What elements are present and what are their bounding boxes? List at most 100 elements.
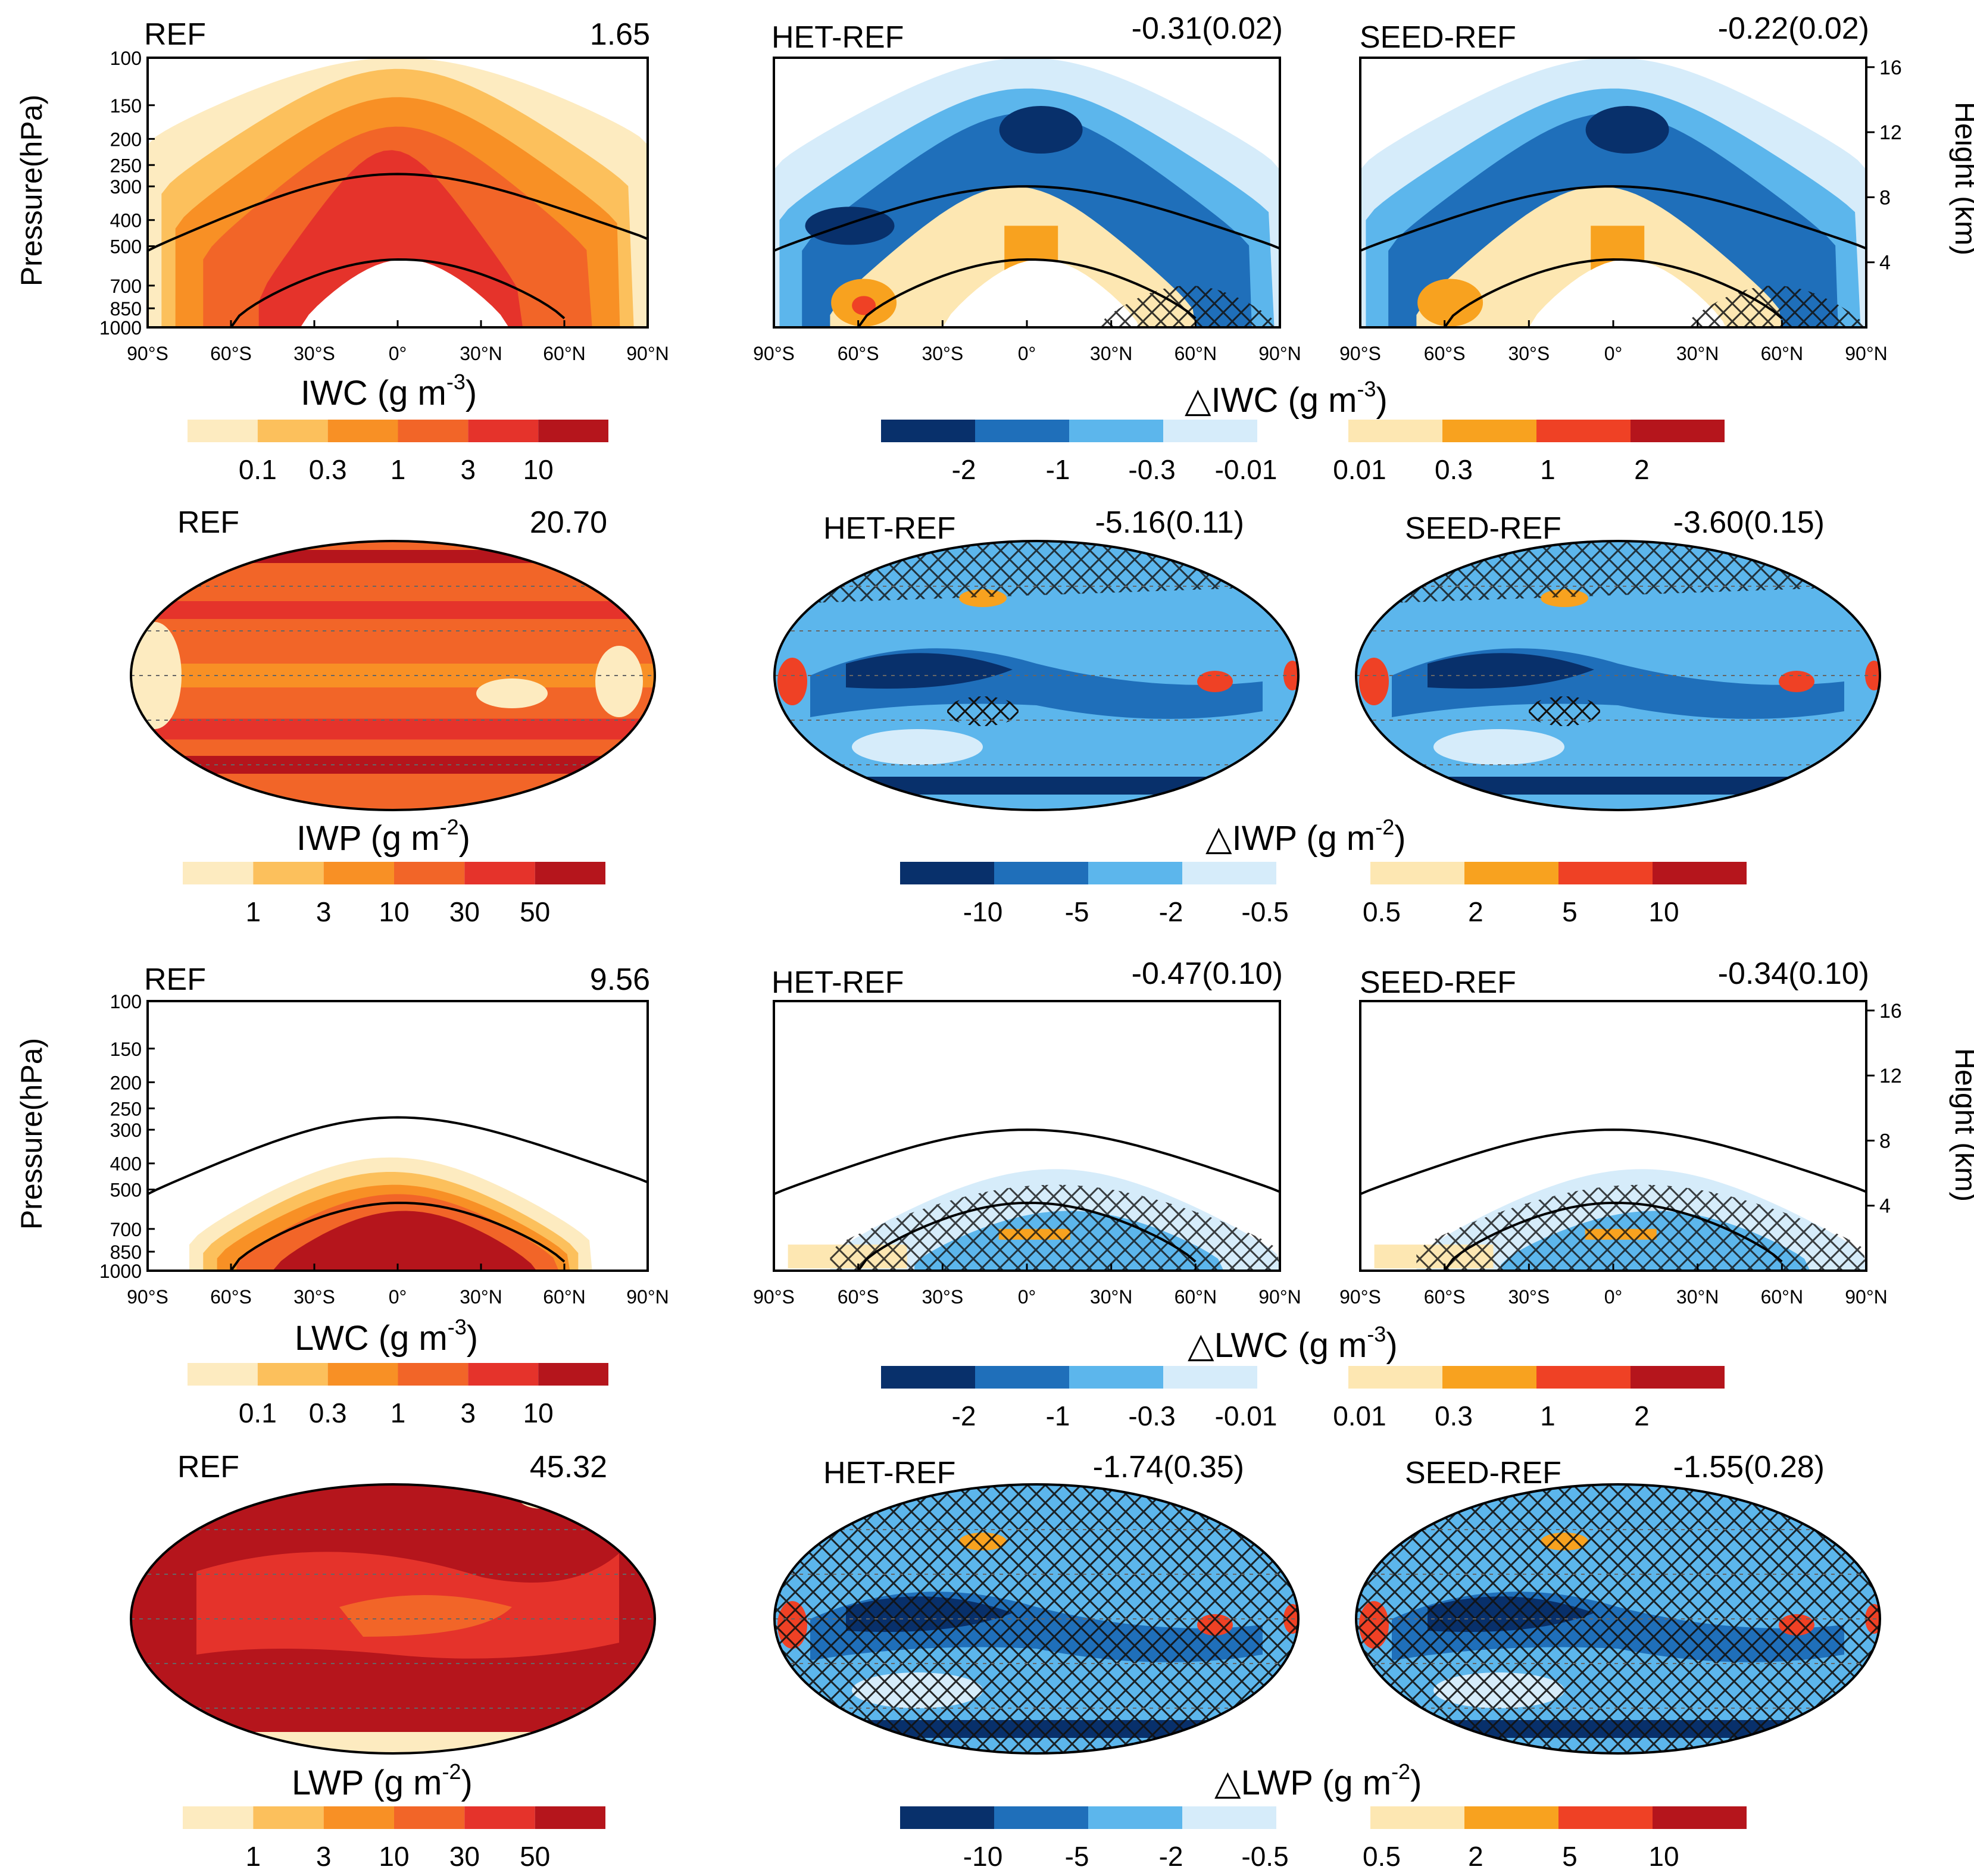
seed-lwp-map-clip xyxy=(1356,1484,1880,1753)
ref-iwc-p-tick-label: 1000 xyxy=(99,317,142,339)
dlwc-neg-colorbar: -2 -1 -0.3 -0.01 xyxy=(881,1366,1277,1431)
dlwc-neg-colorbar-tick: -0.3 xyxy=(1128,1400,1175,1431)
r4-het-value: -1.74(0.35) xyxy=(1093,1450,1244,1484)
diwp-neg-colorbar: -10 -5 -2 -0.5 xyxy=(900,862,1289,927)
seed-iwc-h-tick-label: 4 xyxy=(1879,252,1891,274)
het-iwp-map-hatch-mid xyxy=(947,696,1019,726)
het-iwc-lat-tick-label: 30°N xyxy=(1090,343,1133,364)
seed-iwc-h-tick-label: 16 xyxy=(1879,57,1902,79)
dlwc-pos-colorbar-tick: 0.01 xyxy=(1333,1400,1386,1431)
diwp-pos-colorbar-swatch xyxy=(1464,862,1558,884)
ref-iwc-p-tick-label: 150 xyxy=(110,95,142,117)
het-iwp-map-clip xyxy=(774,541,1298,810)
ref-iwp-map-blob-2 xyxy=(476,679,548,708)
r2-het-value: -5.16(0.11) xyxy=(1095,505,1244,540)
iwp-colorbar-tick: 1 xyxy=(246,896,261,927)
seed-iwp-map-core xyxy=(1428,653,1594,689)
r1-het-value: -0.31(0.02) xyxy=(1132,11,1283,46)
r3-het-value: -0.47(0.10) xyxy=(1132,956,1283,991)
r2-ref-title: REF xyxy=(177,505,239,540)
iwc-colorbar-tick: 0.1 xyxy=(239,454,277,485)
seed-lwc-lat-tick-label: 30°N xyxy=(1676,1286,1719,1308)
seed-lwc-h-tick-label: 8 xyxy=(1879,1130,1891,1152)
seed-lwc-panel-hatch xyxy=(1416,1184,1866,1271)
lwc-colorbar-tick: 0.3 xyxy=(309,1397,347,1428)
ref-iwc-p-tick-label: 300 xyxy=(110,176,142,198)
diwp-pos-colorbar-tick: 2 xyxy=(1468,896,1483,927)
lwp-colorbar-tick: 3 xyxy=(316,1841,332,1872)
r3-ref-title: REF xyxy=(144,962,206,997)
dlwc-neg-colorbar-tick: -0.01 xyxy=(1215,1400,1278,1431)
het-lwc-lat-tick-label: 30°N xyxy=(1090,1286,1133,1308)
lwp-colorbar-swatch xyxy=(253,1806,324,1829)
r1-seed-title: SEED-REF xyxy=(1360,20,1516,55)
r1-seed-value: -0.22(0.02) xyxy=(1718,11,1869,46)
het-iwc-axes: 90°S 60°S 30°S 0° 30°N 60°N 90°N xyxy=(753,57,1301,364)
dlwp-neg-colorbar-tick: -5 xyxy=(1065,1841,1089,1872)
het-iwc-panel-tropopause xyxy=(773,185,1280,252)
r1-het-title: HET-REF xyxy=(772,20,904,55)
iwp-label: IWP (g m-2) xyxy=(296,815,470,858)
lwc-colorbar-swatch xyxy=(327,1363,398,1386)
seed-iwc-h-tick-label: 12 xyxy=(1879,121,1902,144)
het-lwc-panel-hatch xyxy=(830,1184,1280,1271)
lwp-colorbar-tick: 50 xyxy=(520,1841,550,1872)
diwc-neg-colorbar: -2 -1 -0.3 -0.01 xyxy=(881,420,1277,485)
iwc-colorbar-swatch xyxy=(468,420,539,442)
dlwp-pos-colorbar-swatch xyxy=(1464,1806,1558,1829)
het-lwp-map-clip xyxy=(774,1484,1298,1753)
het-iwc-lat-tick-label: 30°S xyxy=(922,343,963,364)
seed-lwp-map xyxy=(1355,1483,1881,1755)
dlwp-pos-colorbar-swatch xyxy=(1558,1806,1653,1829)
dlwp-pos-colorbar: 0.5 2 5 10 xyxy=(1363,1806,1747,1872)
height-axis-title-r3: Height (km) xyxy=(1949,1048,1974,1202)
ref-iwp-map-band-1 xyxy=(131,601,655,619)
seed-iwp-map-pos-2 xyxy=(1779,671,1814,692)
dlwc-pos-colorbar-tick: 0.3 xyxy=(1435,1400,1473,1431)
lwp-colorbar-swatch xyxy=(323,1806,394,1829)
diwc-neg-colorbar-swatch xyxy=(1069,420,1163,442)
diwp-pos-colorbar-swatch xyxy=(1370,862,1464,884)
iwc-colorbar-tick: 10 xyxy=(523,454,554,485)
ref-lwc-p-tick-label: 400 xyxy=(110,1153,142,1175)
iwc-colorbar-swatch xyxy=(398,420,468,442)
diwp-neg-colorbar-swatch xyxy=(1182,862,1276,884)
het-iwc-lat-tick-label: 60°N xyxy=(1175,343,1217,364)
seed-iwp-map xyxy=(1355,540,1881,811)
ref-iwc-lat-tick-label: 0° xyxy=(389,343,407,364)
iwc-colorbar: 0.1 0.3 1 3 10 xyxy=(188,420,608,485)
lwp-colorbar: 1 3 10 30 50 xyxy=(183,1806,605,1872)
iwp-colorbar: 1 3 10 30 50 xyxy=(183,862,605,927)
r4-het-title: HET-REF xyxy=(823,1456,955,1490)
ref-lwc-panel-tropopause xyxy=(147,1116,648,1196)
seed-iwp-map-pos-1 xyxy=(1359,658,1389,705)
r3-het-title: HET-REF xyxy=(772,965,904,1000)
diwp-pos-colorbar-swatch xyxy=(1653,862,1747,884)
ref-lwc-p-tick-label: 850 xyxy=(110,1242,142,1263)
seed-iwc-panel-hatch xyxy=(1683,285,1866,327)
lwp-colorbar-tick: 1 xyxy=(246,1841,261,1872)
delta-lwp-label: △LWP (g m-2) xyxy=(1214,1759,1422,1802)
het-iwp-map-south-band xyxy=(774,777,1298,795)
iwc-colorbar-tick: 0.3 xyxy=(309,454,347,485)
ref-iwp-map-band-0 xyxy=(131,550,655,563)
het-lwc-lat-tick-label: 0° xyxy=(1018,1286,1036,1308)
seed-iwc-lat-tick-label: 90°N xyxy=(1845,343,1888,364)
het-iwc-panel-hatch xyxy=(1097,285,1280,327)
ref-iwp-map xyxy=(130,540,656,811)
dlwc-neg-colorbar-tick: -2 xyxy=(952,1400,976,1431)
seed-iwc-lat-tick-label: 60°N xyxy=(1761,343,1804,364)
ref-iwc-lat-tick-label: 30°N xyxy=(460,343,502,364)
het-lwc-lat-tick-label: 90°N xyxy=(1258,1286,1301,1308)
lwp-colorbar-swatch xyxy=(394,1806,465,1829)
height-axis-title-r1: Height (km) xyxy=(1949,102,1974,255)
het-iwp-map-light xyxy=(852,729,983,765)
ref-iwc-lat-tick-label: 60°S xyxy=(210,343,252,364)
seed-iwc-lat-tick-label: 30°N xyxy=(1676,343,1719,364)
diwp-pos-colorbar-tick: 0.5 xyxy=(1363,896,1401,927)
het-lwp-map-frame xyxy=(773,1483,1300,1755)
dlwp-pos-colorbar-tick: 10 xyxy=(1648,1841,1679,1872)
iwc-colorbar-tick: 1 xyxy=(391,454,406,485)
ref-lwc-p-tick-label: 200 xyxy=(110,1072,142,1093)
